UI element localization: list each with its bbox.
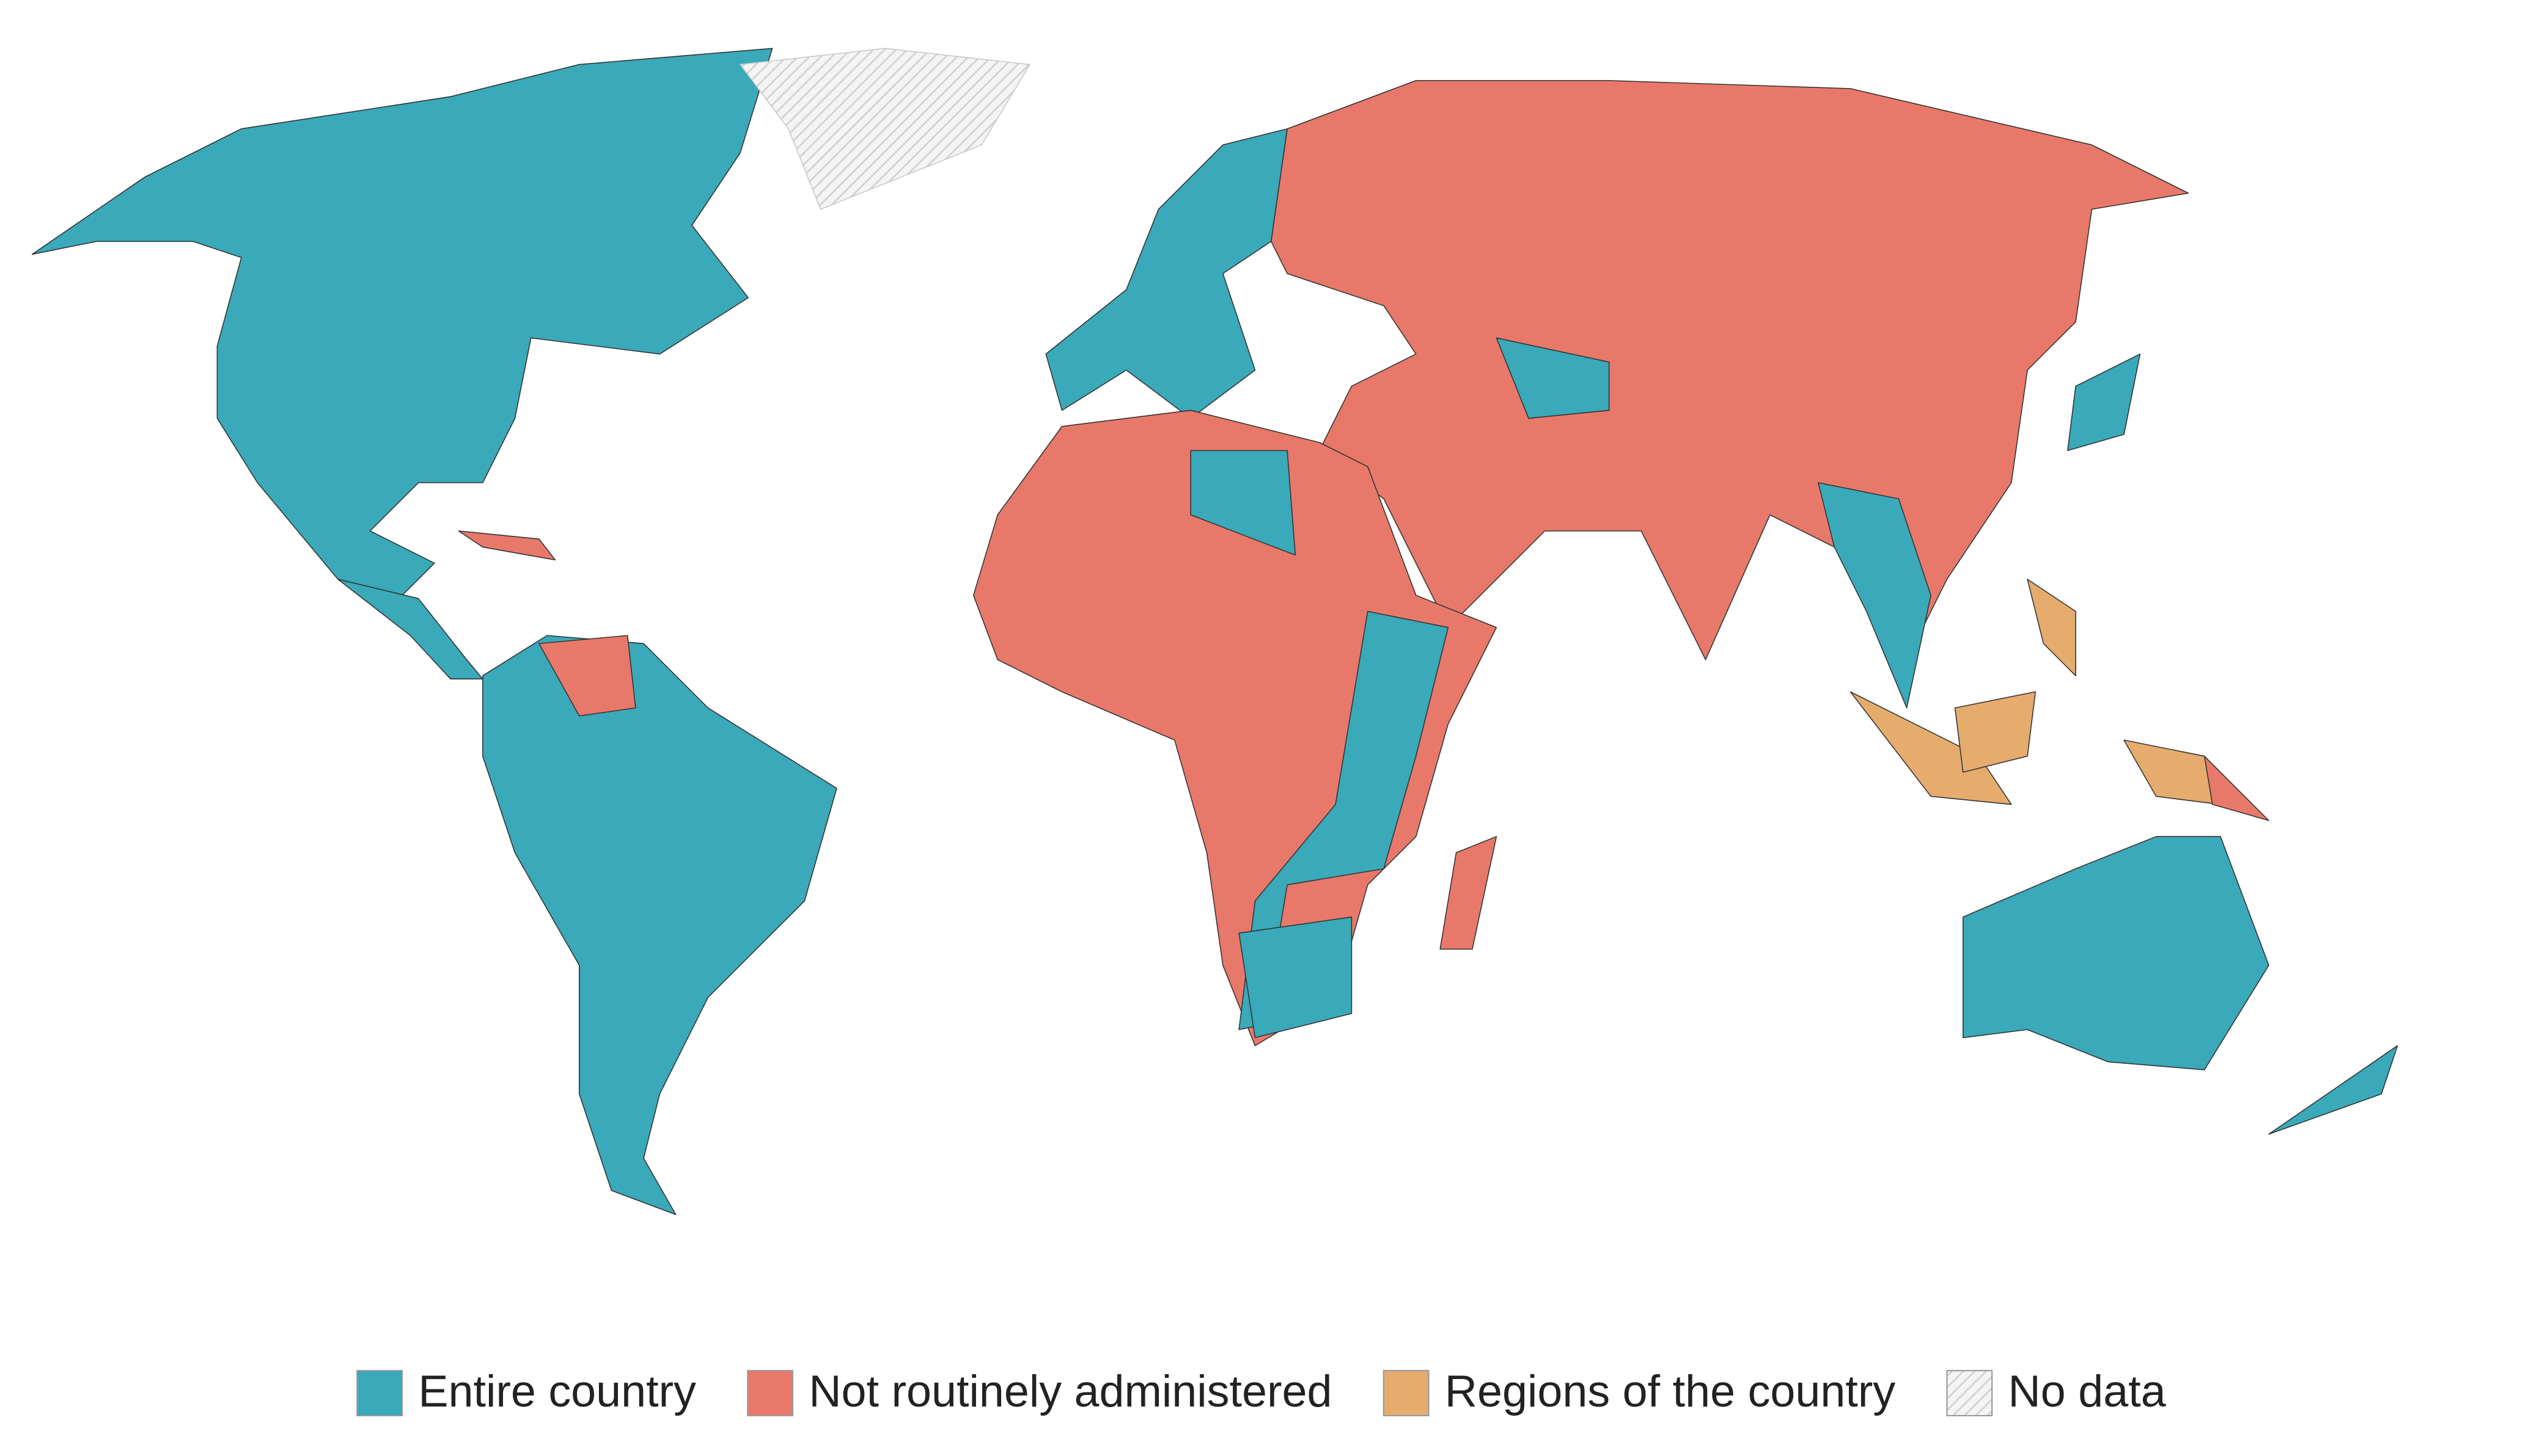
country (337, 579, 483, 679)
country (1190, 450, 1296, 556)
country (2203, 755, 2269, 821)
legend-label: Not routinely administered (809, 1366, 1332, 1416)
country (1849, 691, 2012, 805)
country (1271, 80, 2189, 660)
country (1045, 128, 1288, 419)
legend-label: Regions of the country (1445, 1366, 1896, 1416)
legend-swatch (356, 1370, 403, 1417)
country (1818, 482, 1931, 709)
legend-swatch (1946, 1370, 1993, 1417)
country (2268, 1045, 2398, 1135)
country (972, 409, 1497, 1047)
country (1963, 836, 2269, 1070)
country (1496, 337, 1610, 419)
legend-swatch (1383, 1370, 1430, 1417)
legend: Entire country Not routinely administered… (356, 1366, 2166, 1417)
legend-label: Entire country (418, 1366, 696, 1416)
country (740, 48, 1030, 210)
country (1439, 836, 1497, 950)
legend-label: No data (2008, 1366, 2166, 1416)
country (1954, 691, 2036, 773)
legend-swatch (747, 1370, 794, 1417)
country (31, 48, 773, 596)
country (482, 635, 837, 1215)
country (458, 530, 556, 561)
country-shapes (31, 48, 2398, 1215)
country (2067, 353, 2141, 452)
country (2027, 579, 2076, 676)
country (538, 635, 636, 717)
country (1238, 916, 1353, 1039)
country (2123, 739, 2221, 805)
